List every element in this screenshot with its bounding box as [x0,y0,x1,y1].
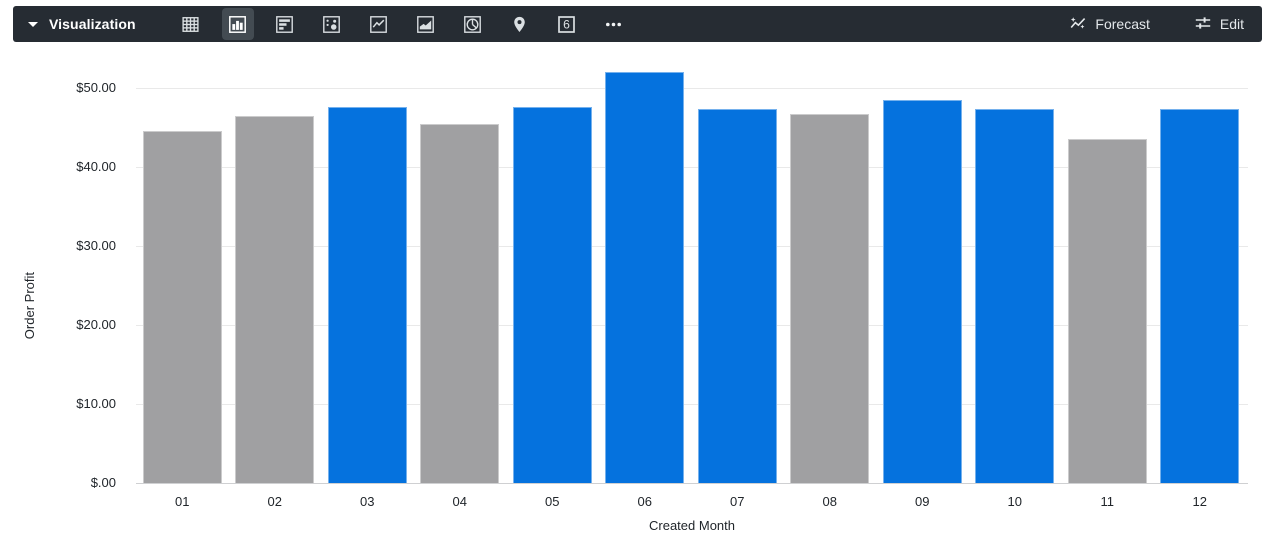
x-tick-label-03: 03 [360,494,375,509]
edit-label: Edit [1219,16,1244,32]
forecast-icon [1069,14,1087,35]
bar-month-01[interactable] [142,131,222,483]
map-pin-icon [510,15,529,34]
column-chart: $50.00 $40.00 $30.00 $20.00 $10.00 $.00 01 02 0… [0,42,1272,560]
chart-type-pie-button[interactable] [457,8,489,40]
bar-month-04[interactable] [420,123,500,483]
x-tick-label-02: 02 [267,494,282,509]
chart-type-table-button[interactable] [175,8,207,40]
chart-type-line-button[interactable] [363,8,395,40]
toolbar-title: Visualization [49,16,136,32]
scatter-plot-icon [322,15,341,34]
pie-chart-icon [463,15,482,34]
y-tick-label: $20.00 [76,317,116,332]
forecast-button[interactable]: Forecast [1069,14,1150,35]
bar-month-12[interactable] [1160,109,1240,483]
chart-type-column-button[interactable] [221,8,254,40]
x-tick-label-12: 12 [1192,494,1207,509]
edit-button[interactable]: Edit [1194,14,1244,35]
bar-month-10[interactable] [975,109,1055,483]
x-tick-label-09: 09 [915,494,930,509]
bar-chart-icon [275,15,294,34]
bar-month-05[interactable] [512,106,592,483]
chart-type-picker: 6 [175,8,630,40]
x-tick-label-10: 10 [1007,494,1022,509]
gridline-50 [136,88,1248,89]
x-tick-label-11: 11 [1100,494,1115,509]
y-tick-label: $10.00 [76,396,116,411]
bar-month-11[interactable] [1067,138,1147,483]
ellipsis-icon [604,15,623,34]
chart-type-scatter-button[interactable] [316,8,348,40]
y-tick-label: $50.00 [76,80,116,95]
bar-month-09[interactable] [882,99,962,483]
area-chart-icon [416,15,435,34]
gridline-10 [136,404,1248,405]
x-tick-label-04: 04 [452,494,467,509]
line-chart-icon [369,15,388,34]
x-axis-title: Created Month [649,518,735,533]
chart-type-map-button[interactable] [504,8,536,40]
gridline-40 [136,167,1248,168]
edit-settings-icon [1194,14,1212,35]
x-tick-label-05: 05 [545,494,560,509]
column-chart-icon [228,15,247,34]
y-tick-label: $.00 [90,475,116,490]
single-value-glyph: 6 [563,17,570,31]
caret-down-icon [28,21,38,27]
x-tick-label-07: 07 [730,494,745,509]
bar-month-02[interactable] [235,115,315,483]
gridline-0 [136,483,1248,484]
x-tick-label-01: 01 [175,494,190,509]
visualization-menu-toggle[interactable]: Visualization [28,16,136,32]
y-tick-label: $40.00 [76,159,116,174]
gridline-30 [136,246,1248,247]
chart-type-bar-button[interactable] [269,8,301,40]
table-icon [181,15,200,34]
bar-month-07[interactable] [697,109,777,483]
bar-month-03[interactable] [327,106,407,483]
x-tick-label-08: 08 [822,494,837,509]
chart-type-more-button[interactable] [598,8,630,40]
bar-month-06[interactable] [605,72,685,483]
forecast-label: Forecast [1095,16,1150,32]
y-axis-title: Order Profit [22,272,37,340]
x-tick-label-06: 06 [637,494,652,509]
gridline-20 [136,325,1248,326]
bar-month-08[interactable] [790,114,870,483]
chart-type-single-value-button[interactable]: 6 [551,8,583,40]
chart-type-area-button[interactable] [410,8,442,40]
visualization-toolbar: Visualization [13,6,1262,42]
y-tick-label: $30.00 [76,238,116,253]
single-value-icon: 6 [557,15,576,34]
